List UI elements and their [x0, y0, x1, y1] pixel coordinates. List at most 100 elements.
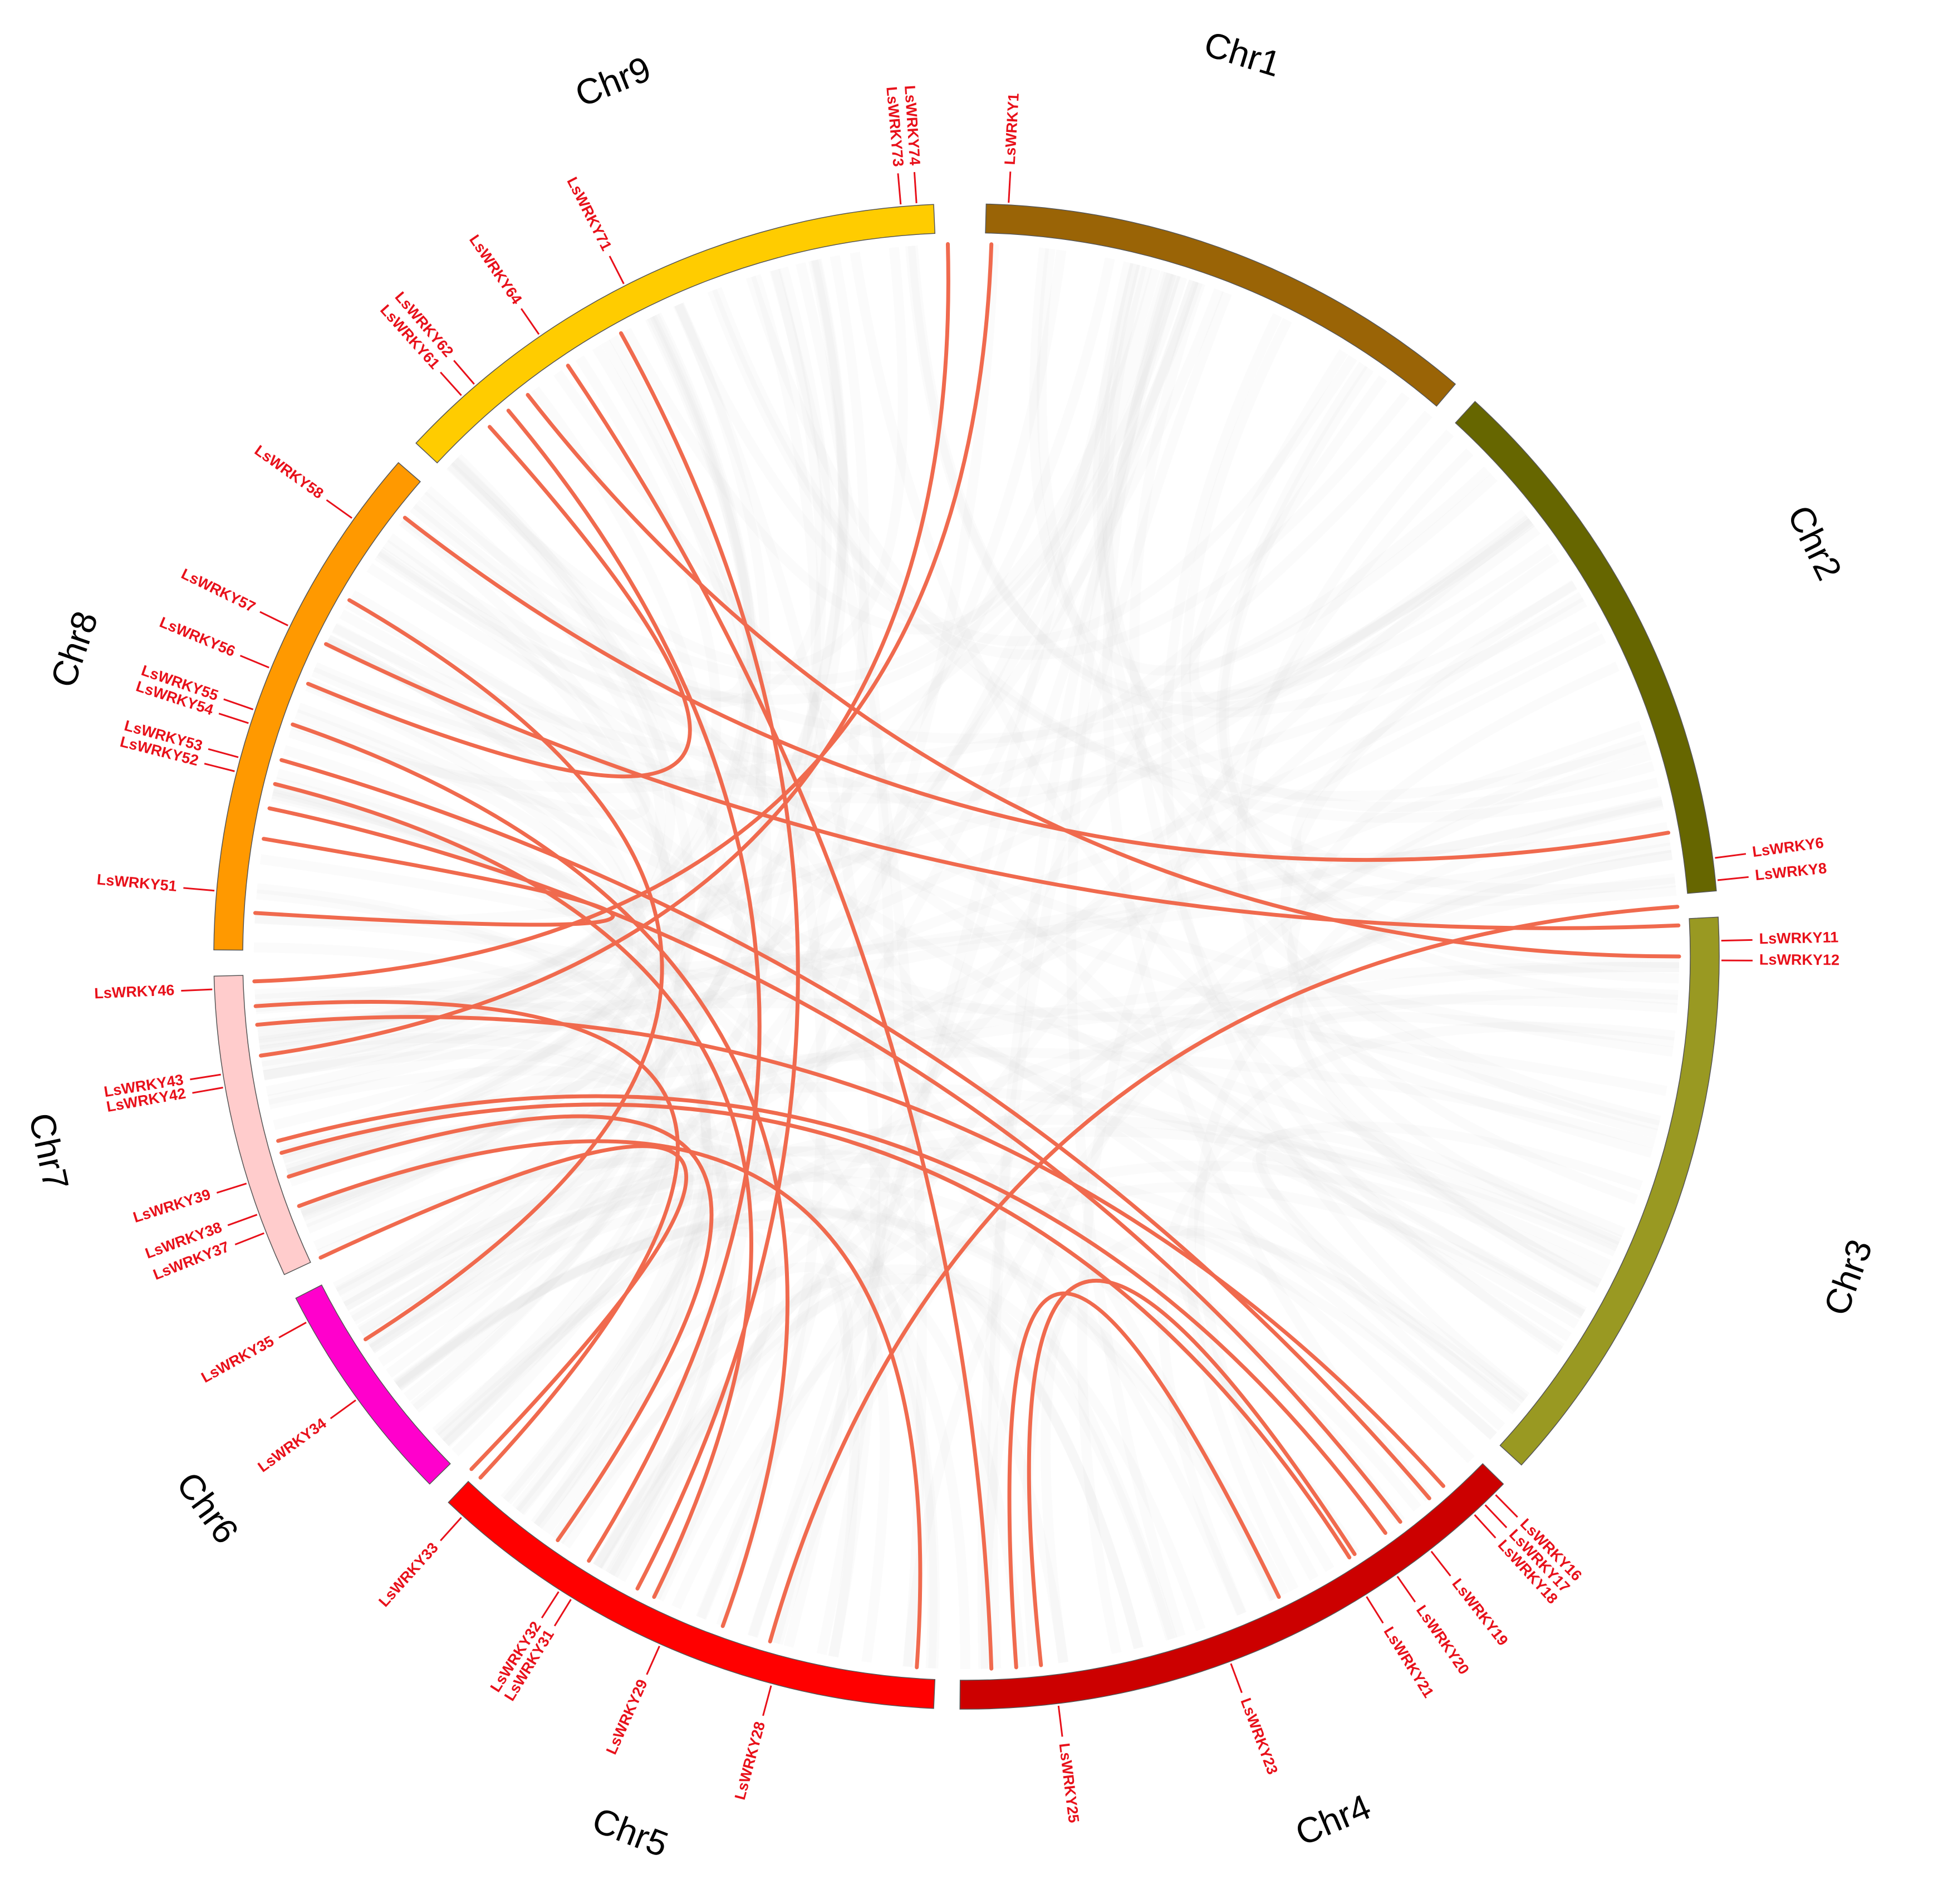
- background-link: [259, 1033, 735, 1577]
- background-link: [254, 842, 1672, 1005]
- gene-tick: [553, 1599, 572, 1627]
- background-link: [516, 340, 772, 1515]
- background-link: [747, 750, 1652, 1638]
- background-link: [1066, 272, 1186, 1638]
- background-link: [313, 518, 1535, 788]
- chromosome-arc-chr6: [295, 1284, 451, 1485]
- background-link: [977, 291, 1232, 1669]
- background-link: [263, 795, 1663, 1081]
- duplication-link: [347, 598, 664, 1342]
- background-link: [553, 370, 1565, 1353]
- background-link: [362, 273, 1181, 1343]
- gene-tick: [913, 172, 918, 204]
- gene-label: LsWRKY12: [1759, 951, 1839, 969]
- gene-tick: [330, 1399, 356, 1420]
- gene-tick: [1495, 1494, 1518, 1518]
- background-link: [413, 345, 750, 702]
- duplication-link: [279, 1102, 1352, 1559]
- duplication-link: [291, 722, 789, 1628]
- segmental-duplication-links: [252, 242, 1681, 1671]
- background-link: [345, 598, 1660, 1131]
- gene-tick: [541, 1591, 560, 1619]
- background-link: [654, 375, 1387, 1602]
- gene-tick: [204, 763, 235, 772]
- background-link: [271, 791, 1069, 1663]
- background-link: [592, 873, 1676, 1569]
- duplication-link: [273, 782, 754, 1599]
- duplication-link: [324, 642, 1681, 930]
- background-link: [432, 961, 1680, 1436]
- background-link: [696, 553, 1560, 1620]
- gene-tick: [762, 1685, 772, 1716]
- chromosome-arc-chr9: [415, 204, 936, 464]
- background-link: [341, 1170, 1360, 1557]
- background-link: [326, 635, 1178, 1640]
- background-link: [748, 279, 1199, 1638]
- chromosome-arc-chr5: [448, 1480, 936, 1709]
- background-link: [366, 563, 1674, 1057]
- gene-label: LsWRKY46: [94, 982, 175, 1002]
- duplication-link: [318, 1144, 689, 1471]
- background-link: [311, 597, 1587, 804]
- background-link: [286, 258, 849, 1179]
- background-link: [258, 315, 754, 1043]
- gene-tick: [1396, 1576, 1416, 1603]
- gene-label: LsWRKY11: [1759, 929, 1838, 947]
- gene-tick: [609, 256, 625, 284]
- duplication-link: [506, 409, 762, 1563]
- background-link: [907, 245, 1578, 718]
- gene-tick: [1057, 1705, 1063, 1737]
- duplication-link: [1007, 1291, 1281, 1670]
- chromosome-arc-chr7: [213, 975, 311, 1275]
- duplication-link: [526, 392, 1681, 959]
- background-link: [1181, 318, 1661, 1126]
- background-link: [393, 1207, 1289, 1597]
- background-link: [272, 786, 713, 1541]
- background-link: [401, 514, 1535, 744]
- background-link: [1235, 429, 1602, 1288]
- background-link: [1287, 661, 1621, 1248]
- gene-tick: [181, 988, 213, 992]
- background-link: [1252, 1151, 1587, 1415]
- gene-tick: [234, 1232, 264, 1245]
- background-link: [357, 1115, 1620, 1334]
- gene-tick: [190, 1073, 221, 1081]
- background-link: [773, 850, 1673, 1645]
- background-link: [1129, 282, 1563, 1355]
- chromosome-arc-chr3: [1499, 916, 1720, 1466]
- background-link: [343, 386, 717, 1311]
- background-link: [349, 1189, 1144, 1650]
- duplication-link: [279, 758, 1431, 1500]
- background-link: [674, 302, 1410, 660]
- gene-tick: [1715, 853, 1746, 859]
- background-link: [336, 1144, 1521, 1412]
- background-link: [335, 249, 1067, 1296]
- background-link: [297, 703, 1497, 1440]
- background-link: [266, 257, 1115, 1097]
- gene-label: LsWRKY1: [1002, 92, 1022, 165]
- duplication-link: [1027, 1278, 1357, 1667]
- background-link: [386, 316, 767, 1378]
- background-link: [1102, 264, 1676, 895]
- background-link: [512, 255, 870, 1512]
- background-link: [369, 634, 1607, 1354]
- duplication-link: [287, 1114, 714, 1542]
- gene-tick: [259, 611, 288, 626]
- background-link: [261, 312, 757, 1072]
- background-link: [437, 1226, 776, 1600]
- background-link: [343, 720, 1642, 1311]
- background-link: [259, 777, 622, 1056]
- gene-tick: [1366, 1596, 1384, 1624]
- background-link: [1097, 263, 1659, 1139]
- background-link: [306, 634, 647, 1234]
- gene-tick: [326, 499, 352, 519]
- gene-tick: [227, 1214, 258, 1226]
- gene-tick-marks: [181, 171, 1753, 1737]
- background-link: [278, 313, 757, 1151]
- gene-tick: [1474, 1514, 1497, 1539]
- duplication-link: [768, 905, 1680, 1643]
- background-link: [394, 1208, 1279, 1602]
- gene-tick: [520, 308, 540, 335]
- background-link: [987, 273, 1181, 1669]
